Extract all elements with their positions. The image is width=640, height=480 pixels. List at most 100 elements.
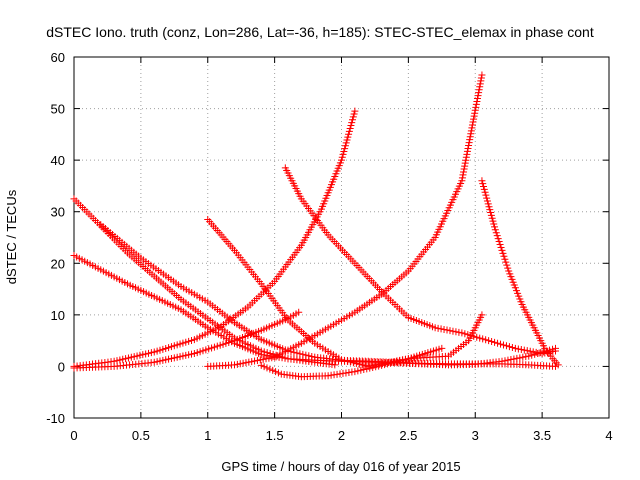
data-point [469, 118, 477, 126]
data-point [145, 349, 153, 357]
data-point [173, 353, 181, 361]
data-point [248, 358, 256, 366]
data-point [496, 240, 504, 248]
data-point [480, 185, 488, 193]
y-axis-ticks: -10 0 10 20 30 40 50 60 [46, 50, 609, 426]
x-tick-label: 0 [70, 428, 77, 443]
data-point [351, 368, 359, 376]
data-point [463, 147, 471, 155]
data-point [467, 130, 475, 138]
data-point [463, 150, 471, 158]
data-point [338, 153, 346, 161]
data-point [478, 71, 486, 79]
data-point [490, 220, 498, 228]
data-point [443, 326, 451, 334]
data-point [358, 361, 366, 369]
data-point [369, 363, 377, 371]
data-point [338, 156, 345, 164]
data-point [159, 345, 167, 353]
data-point [188, 336, 196, 344]
data-point [467, 127, 475, 135]
data-point [485, 203, 493, 211]
data-point [476, 334, 484, 342]
y-tick-label: 0 [58, 359, 65, 374]
data-point [479, 335, 487, 343]
data-points [70, 71, 562, 381]
data-point [339, 150, 347, 158]
data-point [153, 347, 161, 355]
data-point [340, 356, 348, 364]
data-point [491, 223, 499, 231]
data-point [361, 362, 369, 370]
data-point [452, 328, 460, 336]
data-point [392, 358, 400, 366]
data-point [260, 363, 268, 371]
data-point [483, 197, 491, 205]
data-point [347, 122, 355, 130]
data-point [357, 366, 365, 374]
data-point [257, 361, 265, 369]
series-2 [70, 195, 339, 369]
data-point [431, 324, 439, 332]
data-point [349, 359, 357, 367]
data-point [504, 264, 512, 272]
data-point [208, 344, 216, 352]
data-point [529, 348, 537, 356]
data-point [464, 331, 472, 339]
series-3 [70, 252, 559, 369]
data-point [446, 327, 454, 335]
data-point [470, 115, 478, 123]
data-point [185, 351, 193, 359]
data-point [259, 355, 267, 363]
data-point [179, 339, 187, 347]
data-point [499, 341, 507, 349]
data-point [478, 311, 486, 319]
data-point [159, 356, 167, 364]
data-point [466, 136, 474, 144]
x-tick-label: 3.5 [533, 428, 551, 443]
data-point [296, 350, 304, 358]
x-tick-label: 0.5 [132, 428, 150, 443]
data-point [455, 328, 463, 336]
data-point [308, 352, 316, 360]
data-point [293, 349, 301, 357]
data-point [438, 344, 446, 352]
data-point [398, 356, 406, 364]
data-point [485, 337, 493, 345]
data-point [341, 142, 349, 150]
y-tick-label: 40 [51, 153, 65, 168]
data-point [477, 77, 485, 85]
data-point [449, 327, 457, 335]
data-point [473, 95, 481, 103]
chart-title: dSTEC Iono. truth (conz, Lon=286, Lat=-3… [46, 24, 594, 40]
data-point [511, 344, 519, 352]
data-point [331, 361, 339, 369]
data-point [476, 80, 484, 88]
data-point [494, 339, 502, 347]
y-tick-label: 20 [51, 256, 65, 271]
series-8 [257, 344, 446, 381]
data-point [348, 119, 356, 127]
data-point [480, 183, 488, 191]
data-point [346, 358, 354, 366]
data-point [476, 83, 484, 91]
data-point [460, 165, 468, 173]
x-tick-label: 1.5 [266, 428, 284, 443]
data-point [122, 355, 130, 363]
data-point [245, 358, 253, 366]
data-point [478, 177, 486, 185]
data-point [461, 159, 469, 167]
data-point [472, 100, 480, 108]
data-point [495, 238, 503, 246]
data-point [305, 352, 313, 360]
data-point [494, 235, 502, 243]
data-point [251, 357, 259, 365]
data-point [479, 180, 487, 188]
data-point [526, 347, 534, 355]
data-point [116, 356, 124, 364]
data-point [360, 366, 368, 374]
data-point [366, 364, 374, 372]
data-point [484, 200, 492, 208]
data-point [493, 232, 501, 240]
